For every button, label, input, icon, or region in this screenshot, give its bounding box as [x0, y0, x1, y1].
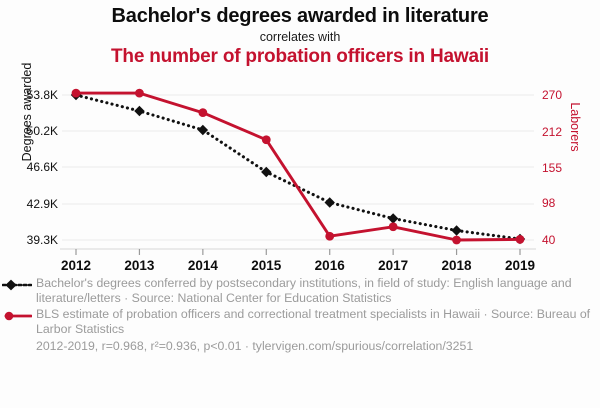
x-axis-tick: 2014 — [187, 258, 218, 273]
chart-footer: Bachelor's degrees conferred by postseco… — [0, 276, 600, 354]
x-axis-tick: 2019 — [504, 258, 536, 273]
x-axis-tick: 2018 — [441, 258, 472, 273]
plot-area: 53.8K 50.2K 46.6K 42.9K 39.3K 270 212 155 98 40 … — [26, 88, 563, 273]
chart-svg — [60, 88, 536, 255]
chart-title-sub: The number of probation officers in Hawa… — [111, 46, 489, 67]
x-axis-tick: 2016 — [314, 258, 345, 273]
legend-item-probation: BLS estimate of probation officers and c… — [0, 307, 600, 336]
red-circle-solid-line-icon — [4, 311, 32, 321]
legend-label-probation: BLS estimate of probation officers and c… — [36, 307, 591, 336]
y-axis-right-tick: 155 — [542, 160, 563, 175]
y-axis-right-tick: 98 — [542, 196, 556, 211]
correlation-note: 2012-2019, r=0.968, r²=0.936, p<0.01 · t… — [36, 339, 474, 354]
y-axis-right-tick: 270 — [542, 88, 563, 102]
y-axis-left-tick: 46.6K — [26, 160, 58, 174]
legend-item-degrees: Bachelor's degrees conferred by postseco… — [0, 276, 600, 305]
y-axis-left-tick: 42.9K — [26, 197, 58, 211]
y-axis-left-tick: 50.2K — [26, 124, 58, 138]
x-axis-tick: 2015 — [251, 258, 282, 273]
y-axis-right-tick: 212 — [542, 124, 563, 139]
x-axis-tick: 2012 — [60, 258, 92, 273]
y-axis-right-tick: 40 — [542, 233, 556, 247]
y-axis-left-tick: 39.3K — [26, 233, 58, 247]
x-axis-tick: 2013 — [124, 258, 155, 273]
black-diamond-dotted-line-icon — [2, 279, 32, 291]
y-axis-left-tick: 53.8K — [26, 88, 58, 102]
chart-title-main: Bachelor's degrees awarded in literature — [111, 5, 489, 27]
x-axis-tick: 2017 — [378, 258, 409, 273]
legend-label-degrees: Bachelor's degrees conferred by postseco… — [36, 276, 572, 305]
chart-title-connector: correlates with — [259, 30, 341, 44]
